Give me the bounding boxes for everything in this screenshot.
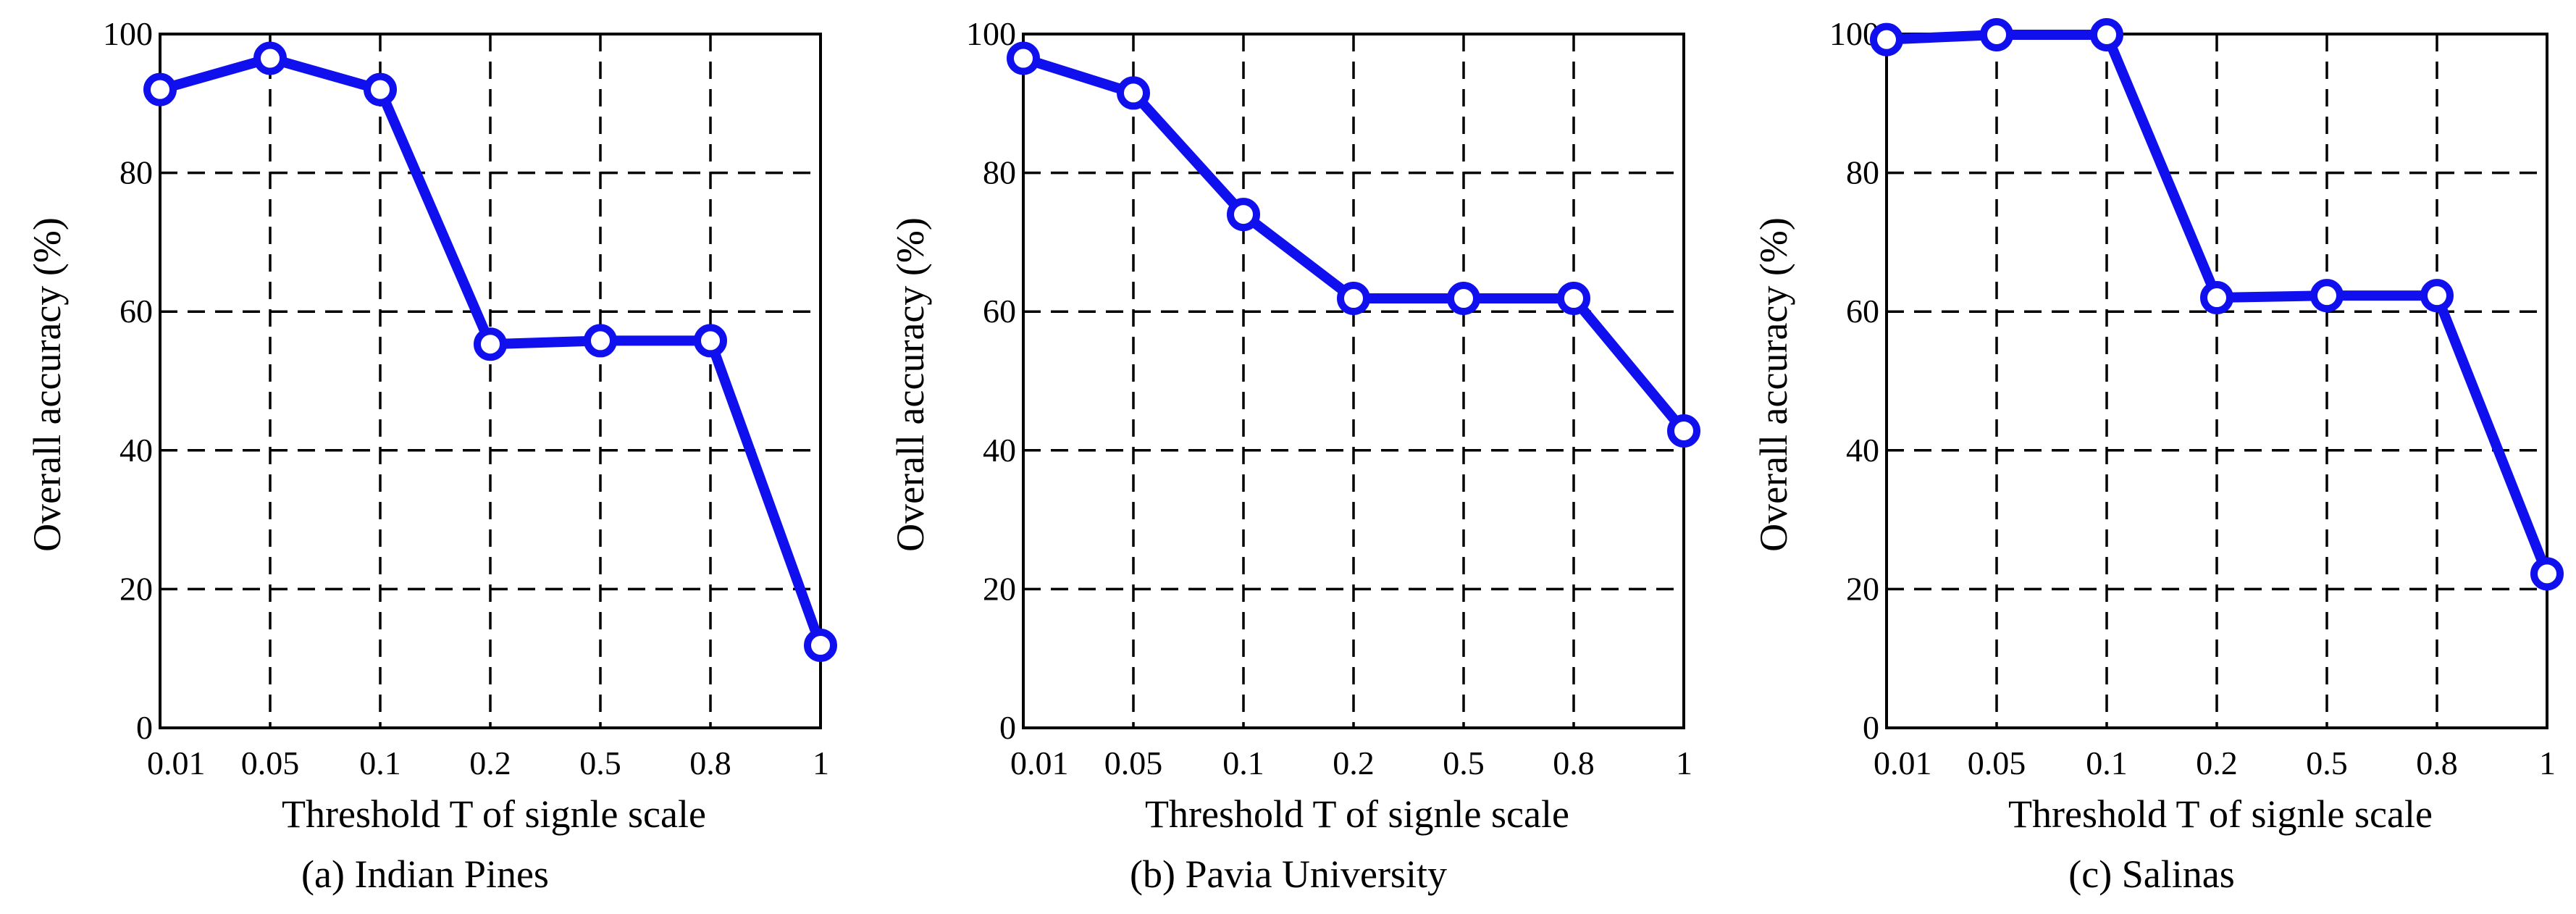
chart-panel-a: 0 20 40 60 80 100 0.01 0.05 0.1 0.2 0.5 0.8 1 Thresho… <box>25 15 837 896</box>
x-tick-label: 0.8 <box>1553 745 1595 781</box>
y-tick-label: 80 <box>983 154 1016 191</box>
y-tick-label: 40 <box>119 432 153 469</box>
y-axis-label: Overall accuracy (%) <box>25 217 69 552</box>
x-tick-label: 0.1 <box>1222 745 1264 781</box>
data-point <box>1667 414 1700 448</box>
data-point <box>364 72 397 106</box>
x-tick-label: 0.1 <box>359 745 401 781</box>
y-tick-label: 80 <box>119 154 153 191</box>
y-tick-label: 60 <box>1846 293 1879 330</box>
data-point <box>1117 76 1150 110</box>
x-tick-label: 1 <box>813 745 829 781</box>
data-point <box>1557 281 1590 315</box>
y-tick-label: 80 <box>1846 154 1879 191</box>
x-axis-label: Threshold T of signle scale <box>1145 792 1569 836</box>
data-point <box>1980 17 2013 51</box>
y-axis-label: Overall accuracy (%) <box>889 217 932 552</box>
y-tick-label: 0 <box>1863 709 1879 746</box>
y-tick-label: 40 <box>983 432 1016 469</box>
x-tick-label: 1 <box>2539 745 2556 781</box>
data-point <box>2420 279 2454 313</box>
data-point <box>584 324 617 358</box>
y-tick-label: 20 <box>119 570 153 607</box>
x-tick-label: 0.01 <box>1010 745 1069 781</box>
x-tick-label: 0.2 <box>1333 745 1375 781</box>
x-tick-label: 0.05 <box>1968 745 2026 781</box>
y-tick-label: 0 <box>136 709 153 746</box>
plot-frame <box>159 33 822 729</box>
x-tick-label: 0.2 <box>2196 745 2238 781</box>
x-tick-label: 0.5 <box>2306 745 2348 781</box>
x-tick-label: 0.5 <box>579 745 621 781</box>
plot-frame <box>1022 33 1685 729</box>
y-tick-label: 100 <box>103 15 153 52</box>
data-point <box>1007 41 1040 75</box>
chart-panel-b: 0 20 40 60 80 100 0.01 0.05 0.1 0.2 0.5 0.8 1 Thresho… <box>889 15 1700 896</box>
data-point <box>1337 281 1370 315</box>
data-point <box>1870 22 1903 56</box>
data-point <box>1227 198 1260 232</box>
data-point <box>2090 17 2123 51</box>
y-tick-label: 40 <box>1846 432 1879 469</box>
y-tick-label: 60 <box>119 293 153 330</box>
chart-caption: (a) Indian Pines <box>301 852 549 896</box>
data-point <box>143 72 177 106</box>
data-point <box>253 41 287 75</box>
data-point <box>1447 281 1480 315</box>
x-tick-label: 0.05 <box>1104 745 1163 781</box>
plot-frame <box>1885 33 2548 729</box>
data-point <box>2200 281 2233 315</box>
x-tick-label: 0.8 <box>2416 745 2458 781</box>
x-tick-label: 0.05 <box>241 745 300 781</box>
data-point <box>474 327 507 361</box>
chart-caption: (c) Salinas <box>2068 852 2234 896</box>
x-tick-label: 0.5 <box>1443 745 1485 781</box>
x-tick-label: 0.2 <box>469 745 511 781</box>
x-tick-label: 0.8 <box>689 745 731 781</box>
data-point <box>804 628 837 662</box>
x-axis-label: Threshold T of signle scale <box>282 792 706 836</box>
y-tick-label: 60 <box>983 293 1016 330</box>
y-tick-label: 20 <box>1846 570 1879 607</box>
y-tick-label: 100 <box>966 15 1016 52</box>
y-tick-label: 0 <box>999 709 1016 746</box>
x-tick-label: 1 <box>1676 745 1692 781</box>
chart-caption: (b) Pavia University <box>1130 852 1447 896</box>
data-point <box>2530 557 2564 591</box>
x-tick-label: 0.01 <box>1874 745 1932 781</box>
data-point <box>694 324 727 358</box>
x-tick-label: 0.01 <box>147 745 206 781</box>
x-tick-label: 0.1 <box>2086 745 2128 781</box>
y-axis-label: Overall accuracy (%) <box>1752 217 1795 552</box>
y-tick-label: 20 <box>983 570 1016 607</box>
x-axis-label: Threshold T of signle scale <box>2008 792 2433 836</box>
data-point <box>2310 279 2344 313</box>
